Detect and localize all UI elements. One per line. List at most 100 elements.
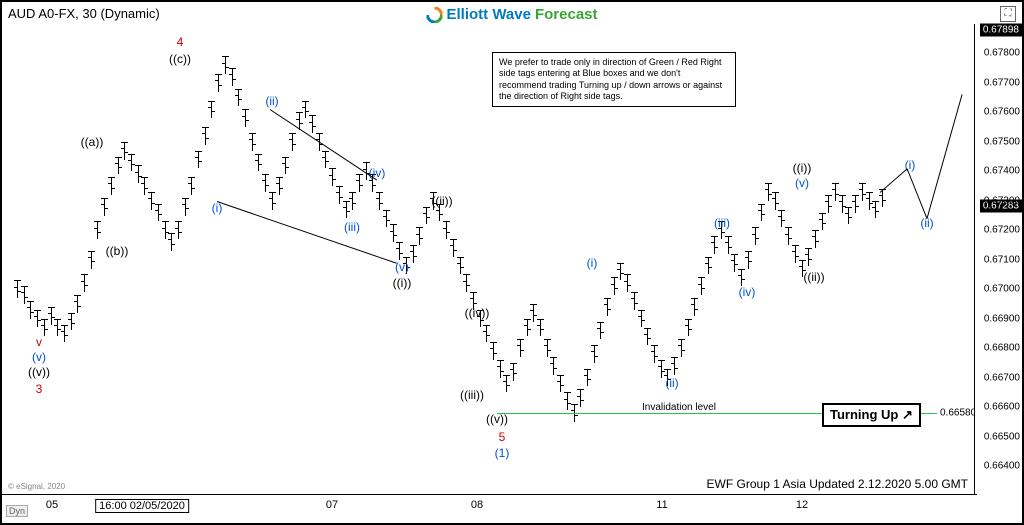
y-tick: 0.67700 [984, 77, 1020, 88]
ohlc-bar [848, 207, 849, 225]
copyright-text: © eSignal, 2020 [8, 482, 65, 491]
ohlc-bar [815, 230, 816, 248]
ohlc-bar [795, 245, 796, 263]
ohlc-bar [325, 151, 326, 169]
ohlc-bar [788, 227, 789, 245]
ohlc-bar [547, 339, 548, 357]
wave-label: (i) [587, 256, 598, 270]
ohlc-bar [506, 375, 507, 393]
ohlc-bar [346, 201, 347, 219]
ohlc-bar [654, 345, 655, 363]
wave-label: ((b)) [106, 244, 129, 258]
ohlc-bar [158, 204, 159, 222]
wave-label: 5 [499, 430, 506, 444]
ohlc-bar [51, 307, 52, 325]
ohlc-bar [446, 221, 447, 239]
ohlc-bar [527, 319, 528, 337]
wave-label: ((ii)) [803, 270, 824, 284]
settings-icon[interactable]: ⛶ [1000, 6, 1016, 22]
wave-label: (v) [795, 176, 809, 190]
ohlc-bar [171, 233, 172, 251]
y-tick: 0.67000 [984, 284, 1020, 295]
ohlc-bar [600, 322, 601, 340]
wave-label: ((a)) [81, 135, 104, 149]
ohlc-bar [225, 56, 226, 74]
ohlc-bar [64, 325, 65, 343]
x-tick: 07 [326, 499, 338, 511]
ohlc-bar [875, 201, 876, 219]
ohlc-bar [748, 251, 749, 269]
ohlc-bar [560, 375, 561, 393]
ohlc-bar [661, 360, 662, 378]
wave-label: ((c)) [169, 52, 191, 66]
ohlc-bar [594, 345, 595, 363]
y-tick: 0.67200 [984, 225, 1020, 236]
ohlc-bar [111, 177, 112, 195]
wave-label: ((i)) [393, 276, 412, 290]
brand-text-left: Elliott Wave [447, 6, 531, 23]
wave-label: (iv) [369, 166, 386, 180]
ohlc-bar [332, 168, 333, 186]
brand-text-right: Forecast [535, 6, 598, 23]
ohlc-bar [413, 245, 414, 263]
ohlc-bar [419, 227, 420, 245]
ohlc-bar [553, 357, 554, 375]
ohlc-bar [493, 342, 494, 360]
ohlc-bar [399, 242, 400, 260]
ohlc-bar [71, 313, 72, 331]
wave-label: ((i)) [793, 161, 812, 175]
ohlc-bar [252, 133, 253, 151]
ohlc-bar [808, 248, 809, 266]
wave-label: (v) [32, 350, 46, 364]
wave-label: 4 [177, 35, 184, 49]
x-axis: 0516:00 02/05/202007081112 [2, 494, 977, 523]
ohlc-bar [339, 186, 340, 204]
ohlc-bar [312, 115, 313, 133]
ohlc-bar [44, 319, 45, 337]
wave-label: ((iii)) [460, 388, 484, 402]
wave-label: (iv) [739, 285, 756, 299]
ohlc-bar [165, 221, 166, 239]
ohlc-bar [580, 389, 581, 407]
ohlc-bar [265, 174, 266, 192]
ohlc-bar [855, 195, 856, 213]
wave-label: (iii) [344, 220, 360, 234]
wave-label: (1) [495, 446, 510, 460]
ohlc-bar [104, 198, 105, 216]
ohlc-bar [728, 236, 729, 254]
wave-label: ((ii)) [431, 194, 452, 208]
ohlc-bar [620, 263, 621, 281]
y-tick: 0.66400 [984, 461, 1020, 472]
ohlc-bar [761, 204, 762, 222]
x-tick: 05 [46, 499, 58, 511]
ohlc-bar [882, 189, 883, 207]
y-tick: 0.66800 [984, 343, 1020, 354]
ohlc-bar [205, 127, 206, 145]
ohlc-bar [352, 192, 353, 210]
brand-logo: Elliott Wave Forecast [427, 6, 598, 23]
footer-update: EWF Group 1 Asia Updated 2.12.2020 5.00 … [707, 477, 968, 491]
ohlc-bar [91, 251, 92, 269]
ohlc-bar [627, 274, 628, 292]
ohlc-bar [734, 254, 735, 272]
ohlc-bar [708, 257, 709, 275]
ohlc-bar [607, 298, 608, 316]
ohlc-bar [634, 292, 635, 310]
price-plot[interactable]: ((a))((b))4((c))v(v)((v))3(i)(ii)(iii)(i… [2, 24, 977, 494]
ohlc-bar [238, 89, 239, 107]
y-tick: 0.66700 [984, 372, 1020, 383]
invalidation-price: 0.66580 [940, 407, 976, 418]
ohlc-bar [37, 310, 38, 328]
ohlc-bar [17, 280, 18, 298]
ohlc-bar [124, 142, 125, 160]
ohlc-bar [305, 101, 306, 119]
ohlc-bar [614, 277, 615, 295]
ohlc-bar [57, 319, 58, 337]
ohlc-bar [198, 151, 199, 169]
ohlc-bar [285, 157, 286, 175]
wave-label: 3 [36, 382, 43, 396]
ohlc-bar [768, 183, 769, 201]
ohlc-bar [84, 274, 85, 292]
ohlc-bar [641, 310, 642, 328]
trend-line [217, 201, 397, 264]
